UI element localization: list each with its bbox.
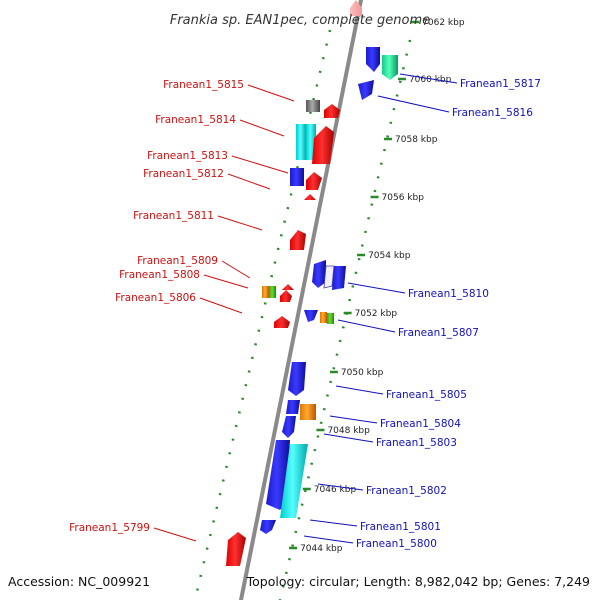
gene-5818-arrow (350, 0, 362, 16)
accession-text: Accession: NC_009921 (8, 574, 150, 589)
gene-5803-arrow (282, 416, 296, 438)
leader-line-right (399, 73, 458, 84)
scale-tick-label: 7048 kbp (327, 426, 370, 436)
leader-line-left (247, 84, 295, 102)
gene-5810-dark-segment (332, 266, 346, 290)
scale-tick-label: 7052 kbp (355, 309, 398, 319)
leader-line-left (199, 297, 243, 314)
gene-5807-green-block (327, 313, 334, 324)
scale-tick-label: 7060 kbp (409, 75, 452, 85)
scale-tick-label: 7056 kbp (382, 193, 425, 203)
gene-label-right: Franean1_5802 (366, 485, 447, 497)
scale-tick-label: 7062 kbp (422, 18, 465, 28)
gene-label-left: Franean1_5815 (163, 79, 244, 91)
leader-line-right (317, 483, 364, 491)
gene-5815-red-arrow (324, 104, 340, 118)
leader-line-right (337, 319, 396, 333)
gene-5814-red-arrow (312, 126, 334, 164)
gene-5809-arrow (282, 284, 294, 290)
gene-5808-orange-block (262, 286, 269, 298)
scale-tick-label: 7050 kbp (341, 368, 384, 378)
leader-line-right (303, 535, 354, 544)
leader-line-left (203, 274, 249, 289)
leader-line-right (309, 519, 358, 527)
gene-label-left: Franean1_5812 (143, 168, 224, 180)
leader-line-left (227, 173, 271, 190)
gene-label-right: Franean1_5804 (380, 418, 461, 430)
scale-tick-label: 7054 kbp (368, 251, 411, 261)
gene-label-left: Franean1_5813 (147, 150, 228, 162)
gene-label-right: Franean1_5816 (452, 107, 533, 119)
gene-5814-cyan-block-1 (296, 124, 306, 160)
gene-5814-cyan-block-2 (306, 124, 316, 160)
gene-5805-arrow (288, 362, 306, 396)
leader-line-left (231, 155, 289, 174)
leader-line-right (329, 415, 378, 424)
leader-line-left (217, 215, 263, 231)
leader-line-left (153, 527, 197, 542)
leader-line-right (377, 95, 450, 113)
gene-5802-cyan-arrow (280, 444, 308, 518)
gene-5816-arrow (358, 80, 374, 100)
gene-5813-block (290, 168, 304, 186)
gene-5801-arrow (260, 520, 276, 534)
genome-backbone (238, 0, 364, 600)
gene-label-right: Franean1_5807 (398, 327, 479, 339)
gene-5807-orange-block (320, 312, 327, 323)
gene-label-left: Franean1_5799 (69, 522, 150, 534)
gene-5815-gray-block (306, 100, 320, 112)
gene-label-right: Franean1_5817 (460, 78, 541, 90)
gene-5808-green-block (269, 286, 276, 298)
gene-5799-arrow (226, 532, 246, 566)
gene-label-right: Franean1_5810 (408, 288, 489, 300)
gene-label-right: Franean1_5803 (376, 437, 457, 449)
gene-5804-orange-block (300, 404, 316, 420)
leader-line-right (323, 433, 374, 443)
right-leaders: Franean1_5817 Franean1_5816 Franean1_5810 F… (303, 73, 541, 550)
leader-line-left (221, 260, 251, 279)
gene-label-left: Franean1_5806 (115, 292, 196, 304)
gene-5808-red-arrow (280, 290, 292, 302)
gene-5804-blue-arrow (286, 400, 300, 414)
leader-line-right (335, 385, 384, 395)
gene-label-right: Franean1_5800 (356, 538, 437, 550)
gene-5812-arrow (306, 172, 322, 190)
gene-label-left: Franean1_5814 (155, 114, 236, 126)
gene-5817-blue-arrow (366, 47, 380, 72)
gene-5806-arrow (274, 316, 290, 328)
gene-label-right: Franean1_5801 (360, 521, 441, 533)
scale-tick-label: 7044 kbp (300, 544, 343, 554)
gene-label-right: Franean1_5805 (386, 389, 467, 401)
gene-label-left: Franean1_5809 (137, 255, 218, 267)
gene-5812-small-arrow (304, 194, 316, 200)
scale-ticks: 7062 kbp 7060 kbp 7058 kbp 7056 kbp 7054 kbp… (289, 18, 465, 554)
topology-text: Topology: circular; Length: 8,982,042 bp… (246, 574, 590, 589)
gene-5810-white-segment (323, 265, 335, 289)
gene-5811-arrow (290, 230, 306, 250)
gene-5810-blue-arrow (312, 260, 326, 288)
gene-label-left: Franean1_5808 (119, 269, 200, 281)
scale-tick-label: 7058 kbp (395, 135, 438, 145)
gene-label-left: Franean1_5811 (133, 210, 214, 222)
leader-line-right (347, 282, 406, 294)
gene-5817-teal-arrow (382, 55, 398, 80)
left-leaders: Franean1_5815 Franean1_5814 Franean1_5813 F… (69, 79, 295, 542)
map-title: Frankia sp. EAN1pec, complete genome (170, 13, 430, 28)
scale-tick-label: 7046 kbp (314, 485, 357, 495)
gene-5807-blue-arrow (304, 310, 318, 322)
leader-line-left (239, 119, 285, 137)
